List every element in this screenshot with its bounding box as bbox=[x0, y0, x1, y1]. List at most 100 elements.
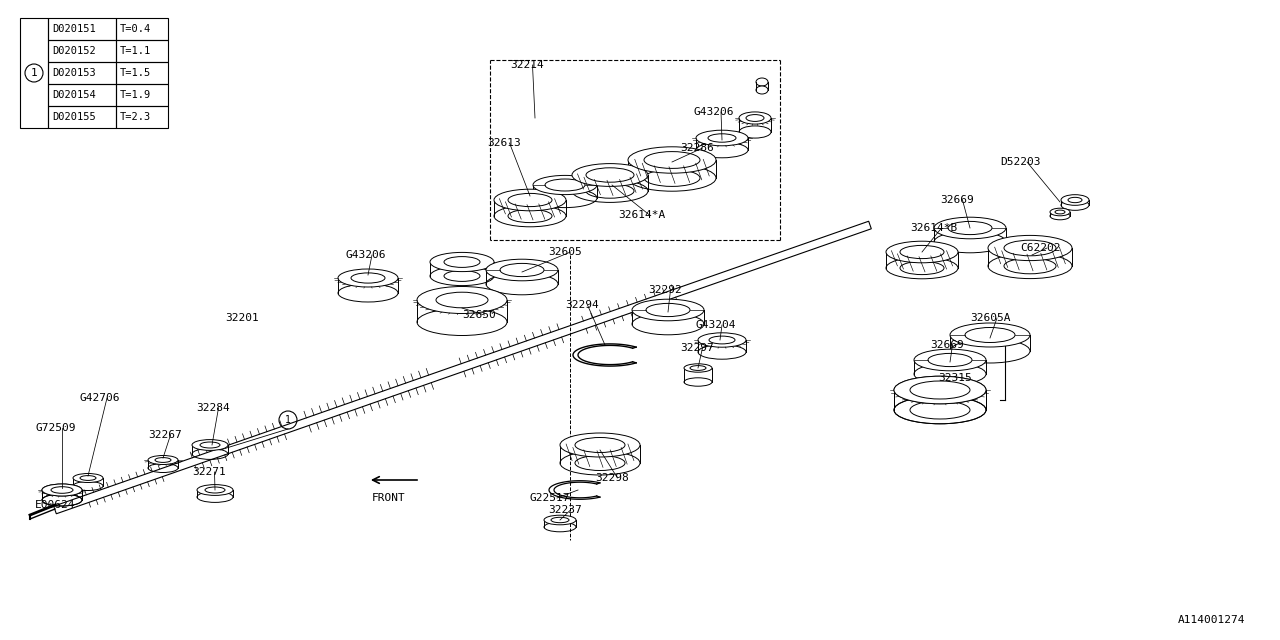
Ellipse shape bbox=[709, 336, 735, 344]
Text: D52203: D52203 bbox=[1000, 157, 1041, 167]
Bar bbox=[20, 18, 49, 128]
Text: G42706: G42706 bbox=[79, 393, 120, 403]
Ellipse shape bbox=[893, 376, 986, 404]
Text: T=1.5: T=1.5 bbox=[120, 68, 151, 78]
Ellipse shape bbox=[696, 130, 748, 146]
Text: T=1.1: T=1.1 bbox=[120, 46, 151, 56]
Ellipse shape bbox=[205, 487, 225, 493]
Polygon shape bbox=[54, 221, 872, 514]
Text: D020153: D020153 bbox=[52, 68, 96, 78]
Text: 32605A: 32605A bbox=[970, 313, 1010, 323]
Ellipse shape bbox=[910, 381, 970, 399]
Text: 32669: 32669 bbox=[931, 340, 964, 350]
Ellipse shape bbox=[1004, 240, 1056, 256]
Text: G43206: G43206 bbox=[694, 107, 735, 117]
Ellipse shape bbox=[1050, 208, 1070, 216]
Text: 32614*B: 32614*B bbox=[910, 223, 957, 233]
Text: 32298: 32298 bbox=[595, 473, 628, 483]
Text: 32284: 32284 bbox=[196, 403, 229, 413]
Text: G22517: G22517 bbox=[530, 493, 571, 503]
Ellipse shape bbox=[988, 236, 1073, 260]
Text: 32294: 32294 bbox=[564, 300, 599, 310]
Text: G43206: G43206 bbox=[346, 250, 385, 260]
Ellipse shape bbox=[934, 217, 1006, 239]
Ellipse shape bbox=[545, 179, 585, 191]
Bar bbox=[116, 18, 168, 40]
Text: 32286: 32286 bbox=[680, 143, 714, 153]
Ellipse shape bbox=[79, 476, 96, 481]
Text: G43204: G43204 bbox=[695, 320, 736, 330]
Ellipse shape bbox=[628, 147, 716, 173]
Bar bbox=[116, 62, 168, 84]
Text: 32271: 32271 bbox=[192, 467, 225, 477]
Text: C62202: C62202 bbox=[1020, 243, 1061, 253]
Ellipse shape bbox=[1068, 197, 1082, 203]
Bar bbox=[49, 84, 116, 106]
Ellipse shape bbox=[575, 438, 625, 452]
Ellipse shape bbox=[51, 486, 73, 493]
Ellipse shape bbox=[886, 241, 957, 263]
Text: 32614*A: 32614*A bbox=[618, 210, 666, 220]
Bar bbox=[116, 84, 168, 106]
Ellipse shape bbox=[950, 323, 1030, 347]
Text: T=1.9: T=1.9 bbox=[120, 90, 151, 100]
Text: D020151: D020151 bbox=[52, 24, 96, 34]
Bar bbox=[49, 106, 116, 128]
Ellipse shape bbox=[910, 381, 970, 399]
Ellipse shape bbox=[756, 86, 768, 94]
Text: FRONT: FRONT bbox=[372, 493, 406, 503]
Ellipse shape bbox=[42, 484, 82, 496]
Ellipse shape bbox=[532, 175, 596, 195]
Ellipse shape bbox=[192, 440, 228, 451]
Ellipse shape bbox=[430, 252, 494, 271]
Text: 32605: 32605 bbox=[548, 247, 581, 257]
Ellipse shape bbox=[644, 152, 700, 168]
Ellipse shape bbox=[756, 78, 768, 86]
Text: 32297: 32297 bbox=[680, 343, 714, 353]
Ellipse shape bbox=[965, 328, 1015, 342]
Text: A114001274: A114001274 bbox=[1178, 615, 1245, 625]
Text: E00624: E00624 bbox=[35, 500, 76, 510]
Ellipse shape bbox=[494, 189, 566, 211]
Ellipse shape bbox=[197, 484, 233, 495]
Text: D020155: D020155 bbox=[52, 112, 96, 122]
Bar bbox=[116, 106, 168, 128]
Ellipse shape bbox=[51, 486, 73, 493]
Text: 1: 1 bbox=[31, 68, 37, 78]
Bar bbox=[49, 40, 116, 62]
Ellipse shape bbox=[417, 287, 507, 314]
Ellipse shape bbox=[1061, 195, 1089, 205]
Text: 32669: 32669 bbox=[940, 195, 974, 205]
Text: 32613: 32613 bbox=[486, 138, 521, 148]
Ellipse shape bbox=[550, 517, 570, 523]
Ellipse shape bbox=[42, 484, 82, 496]
Bar bbox=[49, 18, 116, 40]
Text: 32201: 32201 bbox=[225, 313, 259, 323]
Ellipse shape bbox=[436, 292, 488, 308]
Text: 32237: 32237 bbox=[548, 505, 581, 515]
Ellipse shape bbox=[1055, 210, 1065, 214]
Ellipse shape bbox=[698, 333, 746, 347]
Ellipse shape bbox=[338, 269, 398, 287]
Ellipse shape bbox=[632, 299, 704, 321]
Ellipse shape bbox=[900, 245, 945, 259]
Text: 1: 1 bbox=[285, 415, 291, 425]
Text: 32315: 32315 bbox=[938, 373, 972, 383]
Ellipse shape bbox=[155, 458, 172, 462]
Ellipse shape bbox=[572, 164, 648, 186]
Text: G72509: G72509 bbox=[35, 423, 76, 433]
Ellipse shape bbox=[914, 349, 986, 371]
Text: 32650: 32650 bbox=[462, 310, 495, 320]
Ellipse shape bbox=[73, 474, 102, 483]
Ellipse shape bbox=[690, 365, 707, 371]
Text: 32267: 32267 bbox=[148, 430, 182, 440]
Text: T=0.4: T=0.4 bbox=[120, 24, 151, 34]
Text: D020154: D020154 bbox=[52, 90, 96, 100]
Text: 32214: 32214 bbox=[509, 60, 544, 70]
Ellipse shape bbox=[893, 376, 986, 404]
Ellipse shape bbox=[508, 193, 552, 207]
Ellipse shape bbox=[708, 134, 736, 142]
Ellipse shape bbox=[746, 115, 764, 122]
Ellipse shape bbox=[200, 442, 220, 448]
Ellipse shape bbox=[444, 257, 480, 268]
